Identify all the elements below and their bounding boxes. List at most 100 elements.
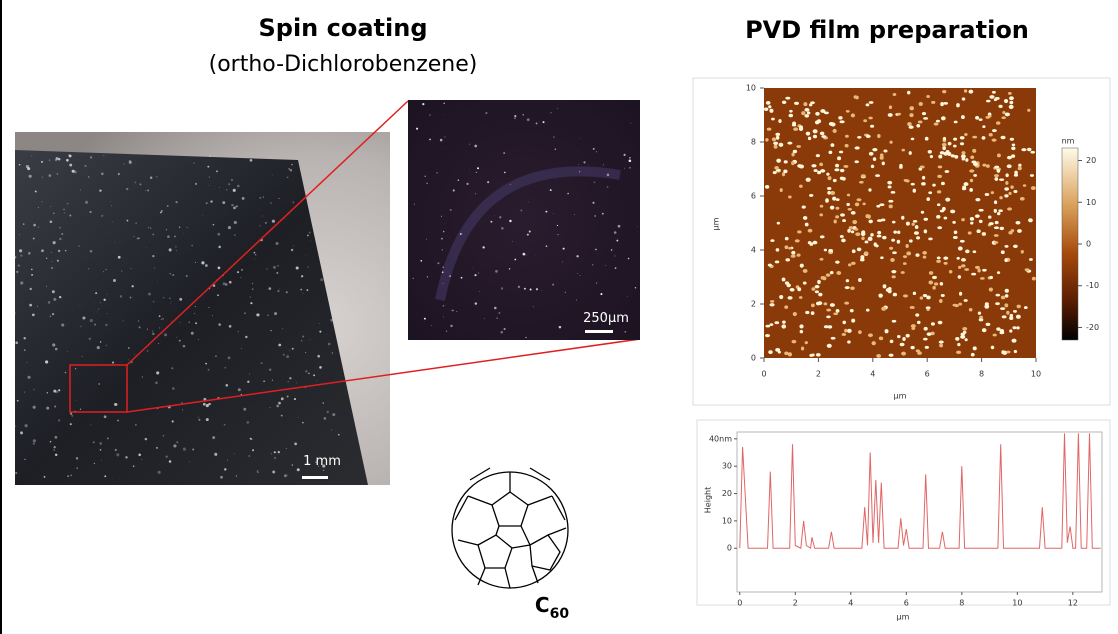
- speckle: [206, 418, 209, 421]
- speckle: [53, 390, 56, 393]
- grain: [883, 284, 887, 288]
- grain: [840, 177, 844, 180]
- grain: [765, 185, 769, 189]
- speckle: [111, 205, 112, 206]
- grain: [858, 278, 862, 282]
- speck: [524, 288, 526, 290]
- speckle: [51, 267, 53, 269]
- grain: [922, 176, 925, 180]
- grain: [1005, 181, 1008, 185]
- grain: [818, 293, 822, 297]
- grain: [973, 174, 977, 177]
- grain: [869, 152, 874, 156]
- speck: [431, 325, 432, 326]
- speckle: [266, 268, 267, 269]
- speck: [424, 175, 426, 177]
- speck: [453, 189, 455, 191]
- grain: [926, 296, 930, 300]
- speckle: [277, 290, 279, 292]
- speckle: [179, 322, 180, 323]
- grain: [805, 341, 808, 344]
- speckle: [319, 323, 320, 324]
- grain: [1002, 315, 1007, 318]
- speckle: [14, 256, 16, 258]
- speckle: [56, 157, 59, 160]
- grain: [776, 248, 780, 252]
- grain: [958, 303, 962, 306]
- spin-subtitle: (ortho-Dichlorobenzene): [209, 52, 478, 77]
- grain: [911, 327, 915, 330]
- speckle: [228, 183, 230, 185]
- speck: [426, 239, 427, 240]
- grain: [852, 220, 857, 224]
- grain: [1007, 164, 1012, 168]
- speckle: [247, 381, 249, 383]
- grain: [1025, 268, 1030, 271]
- grain: [952, 221, 955, 224]
- grain: [879, 337, 883, 341]
- speckle: [78, 246, 79, 247]
- speckle: [148, 293, 151, 296]
- speck: [512, 241, 513, 242]
- grain: [803, 281, 807, 284]
- speckle: [15, 341, 18, 344]
- grain: [855, 203, 859, 207]
- speckle: [115, 242, 116, 243]
- speckle: [172, 274, 174, 276]
- grain: [961, 264, 965, 267]
- speckle: [164, 333, 167, 336]
- grain: [801, 346, 804, 350]
- speckle: [89, 338, 91, 340]
- grain: [844, 302, 849, 305]
- grain: [907, 122, 912, 126]
- x-tick-label: 2: [816, 370, 821, 379]
- grain: [991, 191, 994, 194]
- grain: [945, 170, 950, 173]
- speckle: [238, 331, 239, 332]
- grain: [982, 328, 987, 332]
- grain: [889, 205, 893, 209]
- speckle: [138, 454, 141, 457]
- grain: [791, 255, 796, 258]
- grain: [959, 292, 962, 296]
- speckle: [229, 325, 232, 328]
- grain: [1008, 92, 1012, 95]
- grain: [843, 165, 848, 168]
- grain: [960, 142, 964, 145]
- grain: [816, 154, 820, 157]
- grain: [944, 217, 948, 220]
- speckle: [213, 224, 215, 226]
- speckle: [118, 173, 120, 175]
- grain: [970, 155, 974, 159]
- grain: [816, 353, 821, 356]
- grain: [962, 187, 966, 190]
- speckle: [250, 438, 252, 440]
- grain: [1004, 303, 1008, 307]
- speckle: [54, 436, 57, 439]
- grain: [866, 135, 871, 138]
- grain: [968, 90, 973, 94]
- grain: [851, 113, 855, 117]
- speck: [525, 337, 526, 338]
- speckle: [145, 190, 146, 191]
- speckle: [20, 431, 23, 434]
- speck: [441, 216, 442, 217]
- grain: [870, 233, 873, 236]
- grain: [826, 173, 829, 176]
- speckle: [287, 396, 289, 398]
- speckle: [209, 185, 210, 186]
- speckle: [162, 318, 163, 319]
- speckle: [272, 380, 273, 381]
- grain: [789, 114, 794, 118]
- speck: [501, 227, 503, 229]
- speck: [635, 287, 636, 288]
- speckle: [205, 264, 208, 267]
- speckle: [208, 307, 209, 308]
- grain: [1008, 231, 1012, 234]
- speckle: [105, 269, 106, 270]
- speck: [543, 121, 545, 123]
- speckle: [169, 297, 171, 299]
- speckle: [31, 155, 32, 156]
- grain: [870, 125, 874, 128]
- grain: [949, 270, 952, 273]
